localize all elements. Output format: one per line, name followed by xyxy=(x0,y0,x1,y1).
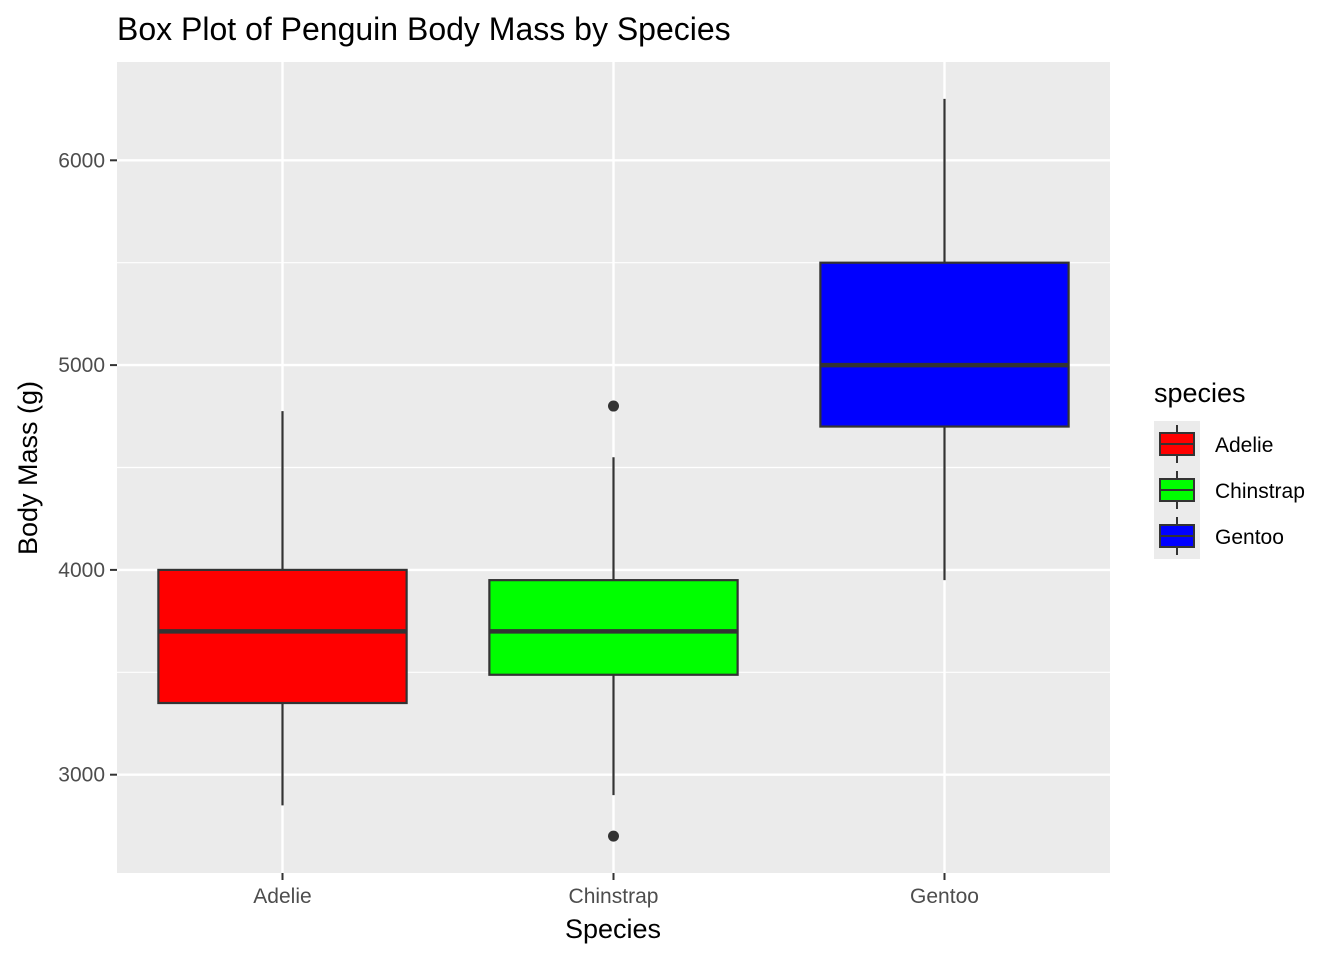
y-tick-label: 4000 xyxy=(58,559,105,582)
legend-label: Gentoo xyxy=(1215,526,1284,549)
y-tick-label: 6000 xyxy=(58,149,105,172)
chart-title: Box Plot of Penguin Body Mass by Species xyxy=(117,11,731,47)
box-chinstrap xyxy=(488,400,739,842)
box-iqr xyxy=(488,579,739,676)
legend-item-adelie: Adelie xyxy=(1159,425,1273,463)
x-tick-label: Adelie xyxy=(253,885,311,908)
boxes-layer xyxy=(157,98,1070,842)
x-tick-label: Gentoo xyxy=(910,885,979,908)
box-iqr xyxy=(819,261,1070,428)
legend-label: Chinstrap xyxy=(1215,480,1305,503)
box-iqr xyxy=(157,568,408,705)
outlier-point xyxy=(608,830,619,842)
legend: species Adelie Chinstrap Gentoo xyxy=(1154,378,1305,559)
legend-items: Adelie Chinstrap Gentoo xyxy=(1154,421,1305,559)
legend-title: species xyxy=(1154,378,1246,408)
legend-label: Adelie xyxy=(1215,434,1273,457)
x-tick-label: Chinstrap xyxy=(569,885,659,908)
legend-item-gentoo: Gentoo xyxy=(1159,517,1284,555)
y-axis: 3000 4000 5000 6000 xyxy=(58,149,117,787)
legend-item-chinstrap: Chinstrap xyxy=(1159,471,1305,509)
y-axis-title: Body Mass (g) xyxy=(13,381,43,555)
box-adelie xyxy=(157,411,408,806)
box-gentoo xyxy=(819,98,1070,581)
x-axis: Adelie Chinstrap Gentoo xyxy=(253,873,979,908)
outlier-point xyxy=(608,400,619,412)
y-tick-label: 5000 xyxy=(58,354,105,377)
x-axis-title: Species xyxy=(565,914,661,944)
y-tick-label: 3000 xyxy=(58,764,105,787)
